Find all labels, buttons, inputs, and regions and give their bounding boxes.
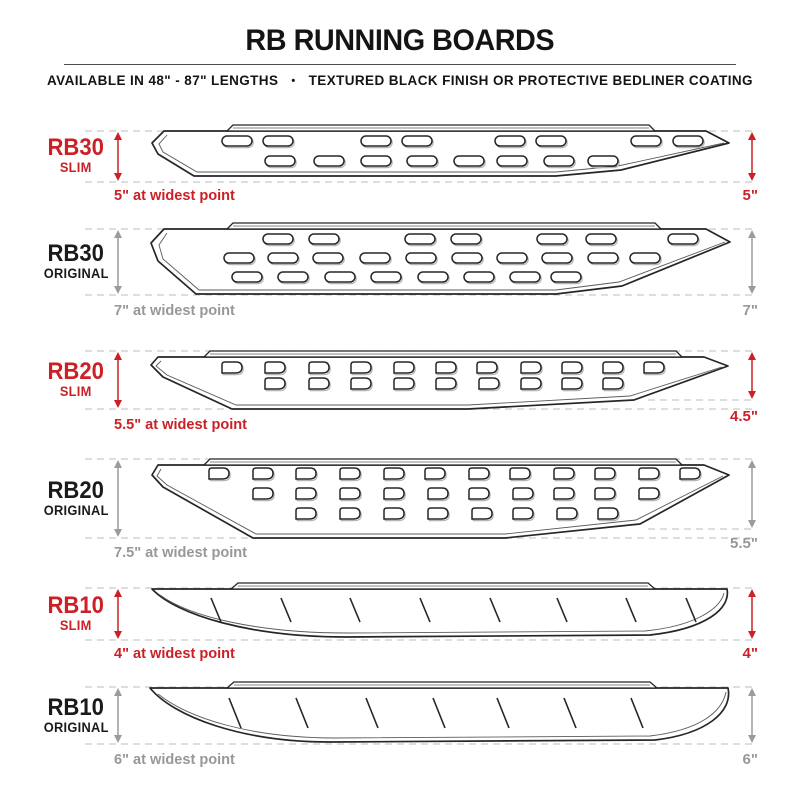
model-name: RB10 bbox=[47, 592, 105, 620]
right-width-measurement: 5" bbox=[742, 187, 758, 204]
variant-name: SLIM bbox=[60, 384, 92, 400]
left-width-measurement: 5.5" at widest point bbox=[114, 416, 248, 433]
model-name: RB30 bbox=[47, 240, 105, 268]
rb20-original-board-drawing bbox=[85, 458, 756, 539]
product-row-rb20-original: RB20 ORIGINAL 7.5" at widest point 5.5" bbox=[0, 437, 800, 565]
model-name: RB20 bbox=[47, 358, 105, 386]
right-width-measurement: 6" bbox=[742, 751, 758, 768]
product-label: RB10 ORIGINAL bbox=[30, 695, 122, 737]
rb20-slim-board-drawing bbox=[85, 350, 756, 410]
title-divider bbox=[64, 64, 736, 65]
page-header: RB RUNNING BOARDS AVAILABLE IN 48" - 87"… bbox=[0, 0, 800, 88]
product-label: RB10 SLIM bbox=[30, 593, 122, 635]
rb30-original-board-drawing bbox=[85, 222, 756, 296]
product-row-rb30-slim: RB30 SLIM 5" at widest point 5" bbox=[0, 103, 800, 205]
left-width-measurement: 4" at widest point bbox=[114, 645, 235, 662]
left-width-measurement: 7.5" at widest point bbox=[114, 544, 248, 561]
product-row-rb10-original: RB10 ORIGINAL 6" at widest point 6" bbox=[0, 660, 800, 780]
right-width-measurement: 5.5" bbox=[730, 535, 758, 552]
variant-name: SLIM bbox=[60, 618, 92, 634]
page-title: RB RUNNING BOARDS bbox=[245, 24, 555, 57]
variant-name: ORIGINAL bbox=[43, 720, 109, 736]
product-row-rb30-original: RB30 ORIGINAL 7" at widest point 7" bbox=[0, 205, 800, 330]
model-name: RB20 bbox=[47, 477, 105, 505]
subtitle-finish: TEXTURED BLACK FINISH OR PROTECTIVE BEDL… bbox=[308, 73, 753, 88]
variant-name: ORIGINAL bbox=[43, 503, 109, 519]
right-width-measurement: 4.5" bbox=[730, 408, 758, 425]
right-width-measurement: 7" bbox=[742, 302, 758, 319]
product-diagram-list: RB30 SLIM 5" at widest point 5" RB30 ORI… bbox=[0, 103, 800, 780]
product-label: RB20 SLIM bbox=[30, 359, 122, 401]
product-row-rb20-slim: RB20 SLIM 5.5" at widest point 4.5" bbox=[0, 330, 800, 437]
left-width-measurement: 6" at widest point bbox=[114, 751, 235, 768]
right-width-measurement: 4" bbox=[742, 645, 758, 662]
bullet-separator-icon: • bbox=[291, 74, 296, 87]
rb10-original-board-drawing bbox=[85, 681, 756, 745]
variant-name: ORIGINAL bbox=[43, 266, 109, 282]
product-label: RB30 ORIGINAL bbox=[30, 241, 122, 283]
model-name: RB30 bbox=[47, 134, 105, 162]
rb30-slim-board-drawing bbox=[85, 124, 756, 183]
variant-name: SLIM bbox=[60, 160, 92, 176]
rb10-slim-board-drawing bbox=[85, 582, 756, 641]
left-width-measurement: 5" at widest point bbox=[114, 187, 235, 204]
page-subtitle: AVAILABLE IN 48" - 87" LENGTHS • TEXTURE… bbox=[0, 73, 800, 88]
product-label: RB30 SLIM bbox=[30, 135, 122, 177]
left-width-measurement: 7" at widest point bbox=[114, 302, 235, 319]
subtitle-lengths: AVAILABLE IN 48" - 87" LENGTHS bbox=[47, 73, 279, 88]
product-row-rb10-slim: RB10 SLIM 4" at widest point 4" bbox=[0, 565, 800, 662]
product-label: RB20 ORIGINAL bbox=[30, 478, 122, 520]
model-name: RB10 bbox=[47, 694, 105, 722]
